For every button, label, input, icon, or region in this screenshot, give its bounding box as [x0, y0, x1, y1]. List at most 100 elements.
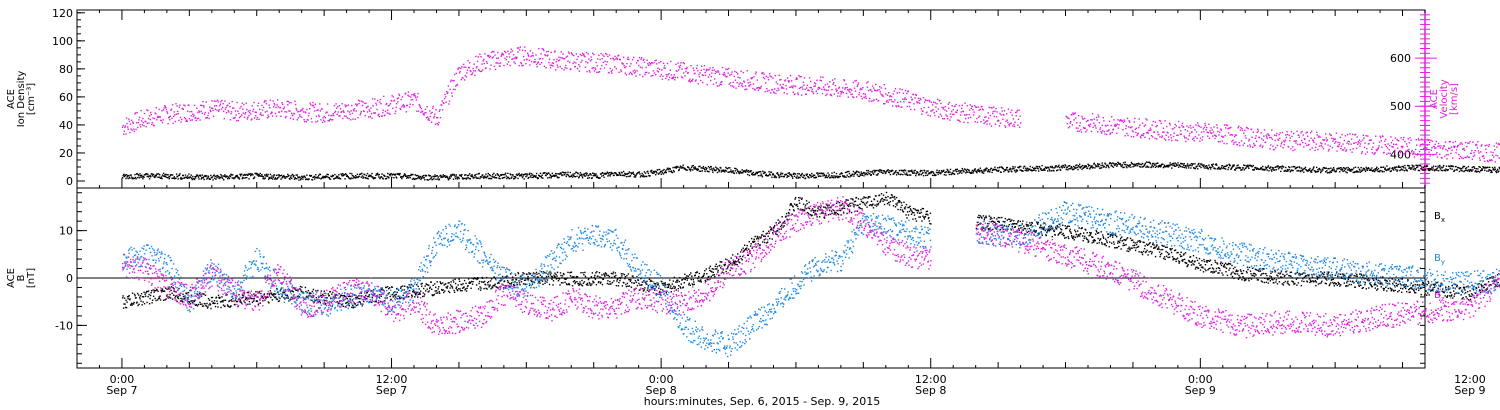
density-series-point [280, 174, 283, 176]
velocity-series-point [1341, 133, 1343, 136]
density-series-point [1279, 167, 1281, 169]
density-series-point [876, 169, 878, 172]
density-series-point [877, 170, 880, 172]
density-series-point [380, 176, 383, 178]
velocity-series-point [1322, 148, 1325, 150]
density-series-point [315, 174, 317, 176]
velocity-series-point [502, 54, 505, 56]
velocity-series-point [1493, 156, 1495, 158]
velocity-series-point [728, 67, 730, 70]
density-series-point [961, 172, 963, 174]
density-series-point [1046, 166, 1048, 169]
density-series-point [1130, 161, 1133, 164]
density-series-point [816, 172, 819, 174]
velocity-series-point [533, 61, 535, 63]
velocity-series-point [852, 96, 854, 98]
density-series-point [525, 173, 528, 175]
velocity-series-point [546, 51, 548, 53]
velocity-series-point [1155, 125, 1157, 128]
density-series-point [848, 172, 851, 175]
density-series-point [1188, 167, 1190, 169]
velocity-series-point [920, 98, 922, 101]
density-series-point [852, 170, 855, 173]
velocity-series-point [1439, 147, 1441, 149]
density-series-point [1222, 167, 1225, 169]
velocity-series-point [870, 89, 872, 91]
density-series-point [461, 177, 464, 179]
density-series-point [1148, 166, 1150, 168]
velocity-series-point [334, 111, 336, 114]
velocity-series-point [835, 88, 837, 90]
velocity-series-point [577, 55, 579, 58]
velocity-series-point [1261, 146, 1263, 149]
velocity-series-point [217, 101, 219, 103]
velocity-series-point [1330, 134, 1332, 136]
velocity-series-point [620, 70, 623, 73]
velocity-series-point [297, 111, 299, 113]
density-series-point [1159, 166, 1162, 168]
velocity-series-point [184, 118, 187, 120]
density-series-point [1475, 170, 1477, 172]
velocity-series-point [1273, 134, 1276, 136]
density-series-point [160, 176, 163, 178]
velocity-series-point [496, 62, 498, 64]
density-series-point [1426, 164, 1428, 167]
velocity-series-point [710, 79, 712, 82]
velocity-series-point [1189, 124, 1192, 127]
density-series-point [163, 175, 165, 178]
velocity-series-point [261, 104, 263, 107]
density-series-point [1134, 163, 1136, 165]
density-series-point [1494, 168, 1496, 170]
velocity-series-point [278, 111, 280, 113]
velocity-series-point [1454, 140, 1457, 143]
velocity-series-point [501, 54, 503, 56]
velocity-series-point [262, 106, 265, 108]
density-series-point [1110, 164, 1112, 167]
density-series-point [1123, 163, 1126, 166]
velocity-series-point [984, 121, 987, 123]
velocity-series-point [420, 107, 423, 110]
velocity-series-point [605, 64, 607, 66]
velocity-series-point [206, 117, 209, 119]
velocity-series-point [552, 65, 554, 67]
density-series-point [146, 173, 148, 175]
density-series-point [940, 169, 943, 172]
velocity-series-point [363, 110, 365, 113]
velocity-series-point [1222, 136, 1225, 138]
velocity-series-point [598, 71, 601, 73]
velocity-series-point [326, 103, 329, 105]
density-series-point [283, 176, 286, 178]
velocity-series-point [194, 116, 197, 119]
velocity-series-point [926, 111, 928, 113]
density-series-point [471, 174, 473, 176]
density-series-point [206, 178, 208, 180]
density-series-point [654, 170, 656, 172]
velocity-series-point [382, 109, 384, 111]
velocity-series-point [415, 96, 417, 99]
density-series-point [786, 175, 789, 177]
velocity-series-point [708, 68, 710, 71]
velocity-series-point [872, 87, 875, 89]
velocity-series-point [396, 103, 398, 105]
velocity-series-point [696, 67, 698, 69]
density-series-point [1308, 169, 1311, 171]
velocity-series-point [1248, 138, 1250, 140]
density-series-point [1398, 166, 1400, 168]
density-series-point [932, 171, 934, 173]
density-series-point [1294, 166, 1296, 168]
velocity-series-point [300, 110, 302, 112]
velocity-series-point [1200, 131, 1203, 133]
velocity-series-point [834, 84, 837, 87]
velocity-series-point [1254, 137, 1257, 139]
velocity-series-point [241, 102, 243, 104]
velocity-series-point [1426, 147, 1428, 149]
density-series-point [1233, 164, 1235, 166]
velocity-series-point [1352, 148, 1354, 150]
velocity-series-point [1163, 131, 1165, 133]
density-series-point [1431, 169, 1434, 171]
density-series-point [1163, 164, 1166, 166]
density-series-point [1359, 171, 1362, 173]
velocity-series-point [1311, 147, 1313, 149]
velocity-series-point [663, 65, 666, 67]
velocity-series-point [382, 111, 384, 114]
